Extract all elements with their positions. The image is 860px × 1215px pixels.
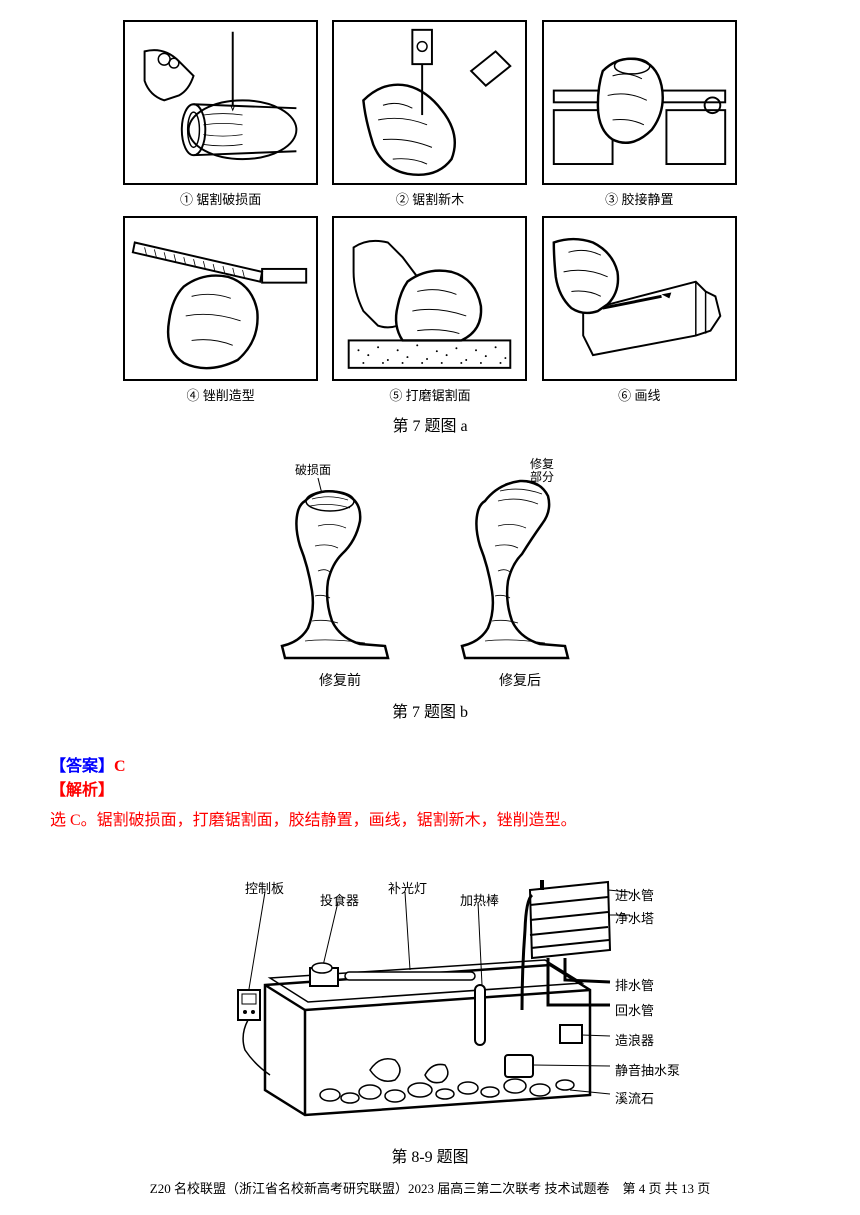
inlet-label: 进水管 xyxy=(615,885,654,904)
analysis-text: 选 C。锯割破损面，打磨锯割面，胶结静置，画线，锯割新木，锉削造型。 xyxy=(50,806,810,830)
repaired-label: 修复部分 xyxy=(530,458,554,484)
step-image-1 xyxy=(123,20,318,185)
saw-damaged-icon xyxy=(125,22,316,184)
step-panel-4: ④ 锉削造型 xyxy=(120,216,321,404)
stones-label: 溪流石 xyxy=(615,1088,654,1107)
file-shape-icon xyxy=(125,218,316,380)
step-panel-3: ③ 胶接静置 xyxy=(539,20,740,208)
fill-light-label: 补光灯 xyxy=(388,878,427,897)
drain-label: 排水管 xyxy=(615,975,654,994)
figure-89-title: 第 8-9 题图 xyxy=(50,1143,810,1167)
analysis-label: 【解析】 xyxy=(50,776,810,800)
wave-maker-label: 造浪器 xyxy=(615,1030,654,1049)
draw-line-icon xyxy=(544,218,735,380)
sculpture-before: 破损面 修复前 xyxy=(270,466,410,690)
control-board-label: 控制板 xyxy=(245,878,284,897)
step-image-4 xyxy=(123,216,318,381)
step-image-5 xyxy=(332,216,527,381)
answer-line: 【答案】C xyxy=(50,752,810,776)
step-caption-3: ③ 胶接静置 xyxy=(605,189,673,208)
step-panel-2: ② 锯割新木 xyxy=(329,20,530,208)
step-caption-4: ④ 锉削造型 xyxy=(187,385,255,404)
answer-label: 【答案】 xyxy=(50,758,114,775)
figure-b-title: 第 7 题图 b xyxy=(50,698,810,722)
fish-tank-icon xyxy=(170,870,690,1130)
sculpture-after-icon xyxy=(450,466,590,666)
sculpture-before-icon xyxy=(270,466,410,666)
damaged-label: 破损面 xyxy=(295,461,331,478)
step-image-2 xyxy=(332,20,527,185)
saw-new-icon xyxy=(334,22,525,184)
step-panel-5: ⑤ 打磨锯割面 xyxy=(329,216,530,404)
figure-b: 破损面 修复前 修复部分 修复后 xyxy=(230,466,630,690)
sand-surface-icon xyxy=(334,218,525,380)
page-footer: Z20 名校联盟（浙江省名校新高考研究联盟）2023 届高三第二次联考 技术试题… xyxy=(50,1178,810,1197)
step-caption-1: ① 锯割破损面 xyxy=(180,189,261,208)
step-image-6 xyxy=(542,216,737,381)
heater-label: 加热棒 xyxy=(460,890,499,909)
figure-a-title: 第 7 题图 a xyxy=(50,412,810,436)
answer-value: C xyxy=(114,758,126,775)
after-caption: 修复后 xyxy=(499,670,541,690)
figure-a-grid: ① 锯割破损面 ② 锯割新木 xyxy=(120,20,740,404)
purifier-label: 净水塔 xyxy=(615,908,654,927)
return-label: 回水管 xyxy=(615,1000,654,1019)
step-panel-6: ⑥ 画线 xyxy=(539,216,740,404)
before-caption: 修复前 xyxy=(319,670,361,690)
figure-89: 控制板 投食器 补光灯 加热棒 进水管 净水塔 排水管 回水管 造浪器 静音抽水… xyxy=(170,870,690,1135)
step-caption-6: ⑥ 画线 xyxy=(618,385,660,404)
sculpture-after: 修复部分 修复后 xyxy=(450,466,590,690)
step-caption-2: ② 锯割新木 xyxy=(396,189,464,208)
step-panel-1: ① 锯割破损面 xyxy=(120,20,321,208)
feeder-label: 投食器 xyxy=(320,890,359,909)
glue-rest-icon xyxy=(544,22,735,184)
answer-section: 【答案】C 【解析】 选 C。锯割破损面，打磨锯割面，胶结静置，画线，锯割新木，… xyxy=(50,752,810,830)
pump-label: 静音抽水泵 xyxy=(615,1060,680,1079)
step-image-3 xyxy=(542,20,737,185)
step-caption-5: ⑤ 打磨锯割面 xyxy=(389,385,470,404)
